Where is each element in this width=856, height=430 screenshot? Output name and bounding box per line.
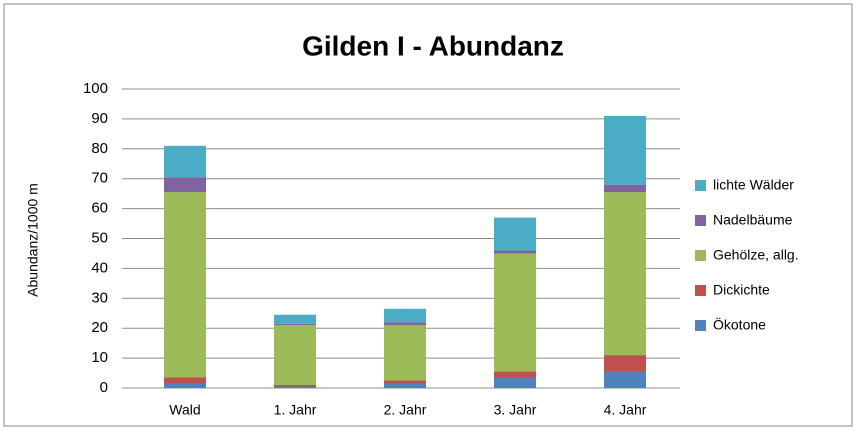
bar-segment (384, 308, 426, 323)
legend-swatch (695, 285, 706, 296)
legend-label: Gehölze, allg. (713, 247, 799, 263)
y-tick-label: 60 (91, 200, 108, 217)
legend-swatch (695, 215, 706, 226)
y-tick-label: 40 (91, 259, 108, 276)
bar-segment (164, 177, 206, 193)
x-tick-label: Wald (169, 402, 200, 418)
y-tick-label: 70 (91, 170, 108, 187)
legend-label: Ökotone (713, 316, 766, 333)
legend-swatch (695, 180, 706, 191)
bar-segment (384, 380, 426, 384)
y-tick-label: 100 (83, 80, 108, 97)
y-tick-label: 90 (91, 110, 108, 127)
bar-segment (604, 371, 646, 388)
legend-label: lichte Wälder (713, 177, 794, 193)
bar-segment (274, 323, 316, 326)
y-tick-label: 30 (91, 289, 108, 306)
bar-segment (604, 355, 646, 372)
bar-segment (494, 371, 536, 378)
y-tick-label: 50 (91, 229, 108, 246)
bar-segment (384, 325, 426, 381)
bar-segment (494, 250, 536, 254)
bar-segment (494, 217, 536, 251)
bar-segment (494, 377, 536, 388)
bar-segment (274, 386, 316, 388)
bar-segment (164, 192, 206, 378)
legend-label: Dickichte (713, 282, 770, 298)
bar-segment (384, 322, 426, 326)
bar-segment (274, 314, 316, 324)
bar-segment (384, 383, 426, 388)
x-tick-label: 2. Jahr (384, 402, 427, 418)
bar-segment (604, 115, 646, 185)
y-axis-label: Abundanz/1000 m (25, 183, 41, 297)
chart-title: Gilden I - Abundanz (302, 30, 564, 61)
legend-swatch (695, 250, 706, 261)
bar-segment (494, 253, 536, 372)
bar-segment (274, 325, 316, 386)
y-tick-label: 20 (91, 319, 108, 336)
y-tick-label: 0 (100, 379, 108, 396)
legend-label: Nadelbäume (713, 212, 793, 228)
bar-segment (274, 385, 316, 387)
x-tick-label: 1. Jahr (274, 402, 317, 418)
bar-segment (164, 145, 206, 178)
x-tick-label: 4. Jahr (604, 402, 647, 418)
bar-segment (164, 383, 206, 388)
bar-segment (604, 184, 646, 193)
chart-border (3, 3, 853, 427)
bar-segment (604, 192, 646, 356)
y-tick-label: 10 (91, 349, 108, 366)
y-tick-label: 80 (91, 140, 108, 157)
legend-swatch (695, 320, 706, 331)
bar-segment (164, 377, 206, 384)
x-tick-label: 3. Jahr (494, 402, 537, 418)
